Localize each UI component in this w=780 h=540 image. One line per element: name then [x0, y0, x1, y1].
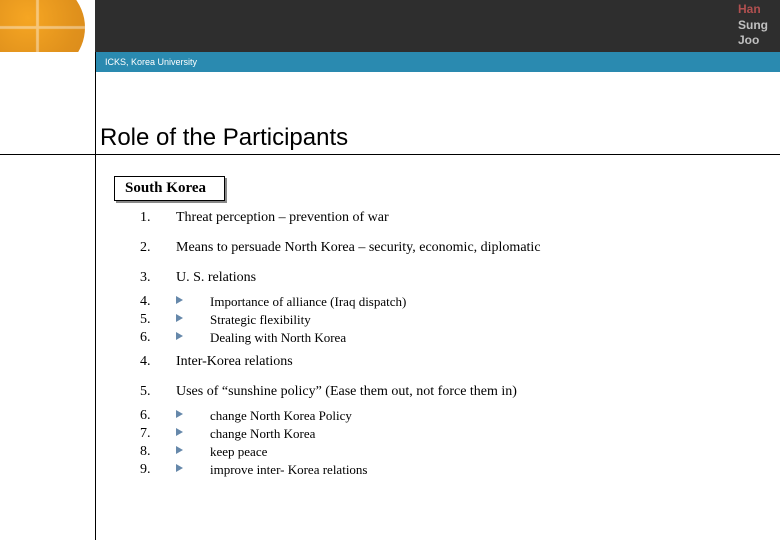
author-name: Han Sung Joo: [738, 2, 768, 49]
list-sub-item: 4. Importance of alliance (Iraq dispatch…: [140, 294, 760, 310]
triangle-bullet-icon: [176, 462, 200, 472]
item-text: Threat perception – prevention of war: [176, 210, 760, 226]
item-text: improve inter- Korea relations: [200, 462, 760, 478]
header-dark-bar: [95, 0, 780, 52]
item-number: 3.: [140, 270, 176, 286]
item-text: U. S. relations: [176, 270, 760, 286]
item-number: 4.: [140, 294, 176, 310]
item-text: Means to persuade North Korea – security…: [176, 240, 760, 256]
list-sub-item: 7. change North Korea: [140, 426, 760, 442]
item-number: 8.: [140, 444, 176, 460]
triangle-bullet-icon: [176, 294, 200, 304]
globe-logo: [0, 0, 95, 52]
list-item: 1. Threat perception – prevention of war: [140, 210, 760, 226]
section-box: South Korea: [114, 176, 225, 201]
vertical-divider: [95, 52, 96, 540]
item-number: 6.: [140, 330, 176, 346]
item-number: 2.: [140, 240, 176, 256]
list-sub-item: 6. change North Korea Policy: [140, 408, 760, 424]
item-text: Importance of alliance (Iraq dispatch): [200, 294, 760, 310]
slide-title: Role of the Participants: [100, 124, 348, 152]
list-sub-item: 9. improve inter- Korea relations: [140, 462, 760, 478]
author-line3: Joo: [738, 33, 768, 49]
list-item: 3. U. S. relations: [140, 270, 760, 286]
list-item: 2. Means to persuade North Korea – secur…: [140, 240, 760, 256]
list-sub-item: 8. keep peace: [140, 444, 760, 460]
list-sub-item: 6. Dealing with North Korea: [140, 330, 760, 346]
triangle-bullet-icon: [176, 444, 200, 454]
item-text: keep peace: [200, 444, 760, 460]
item-number: 6.: [140, 408, 176, 424]
author-line2: Sung: [738, 18, 768, 34]
item-number: 4.: [140, 354, 176, 370]
triangle-bullet-icon: [176, 408, 200, 418]
item-number: 9.: [140, 462, 176, 478]
item-number: 5.: [140, 384, 176, 400]
triangle-bullet-icon: [176, 312, 200, 322]
globe-icon: [0, 0, 85, 52]
item-text: Strategic flexibility: [200, 312, 760, 328]
item-text: Inter-Korea relations: [176, 354, 760, 370]
list-sub-item: 5. Strategic flexibility: [140, 312, 760, 328]
item-number: 7.: [140, 426, 176, 442]
list-item: 5. Uses of “sunshine policy” (Ease them …: [140, 384, 760, 400]
item-text: change North Korea Policy: [200, 408, 760, 424]
list-item: 4. Inter-Korea relations: [140, 354, 760, 370]
item-number: 1.: [140, 210, 176, 226]
item-text: change North Korea: [200, 426, 760, 442]
triangle-bullet-icon: [176, 330, 200, 340]
content-list: 1. Threat perception – prevention of war…: [140, 210, 760, 480]
item-text: Uses of “sunshine policy” (Ease them out…: [176, 384, 760, 400]
triangle-bullet-icon: [176, 426, 200, 436]
item-number: 5.: [140, 312, 176, 328]
title-underline: [0, 154, 780, 155]
author-line1: Han: [738, 2, 768, 18]
item-text: Dealing with North Korea: [200, 330, 760, 346]
institution-bar: ICKS, Korea University: [95, 52, 780, 72]
